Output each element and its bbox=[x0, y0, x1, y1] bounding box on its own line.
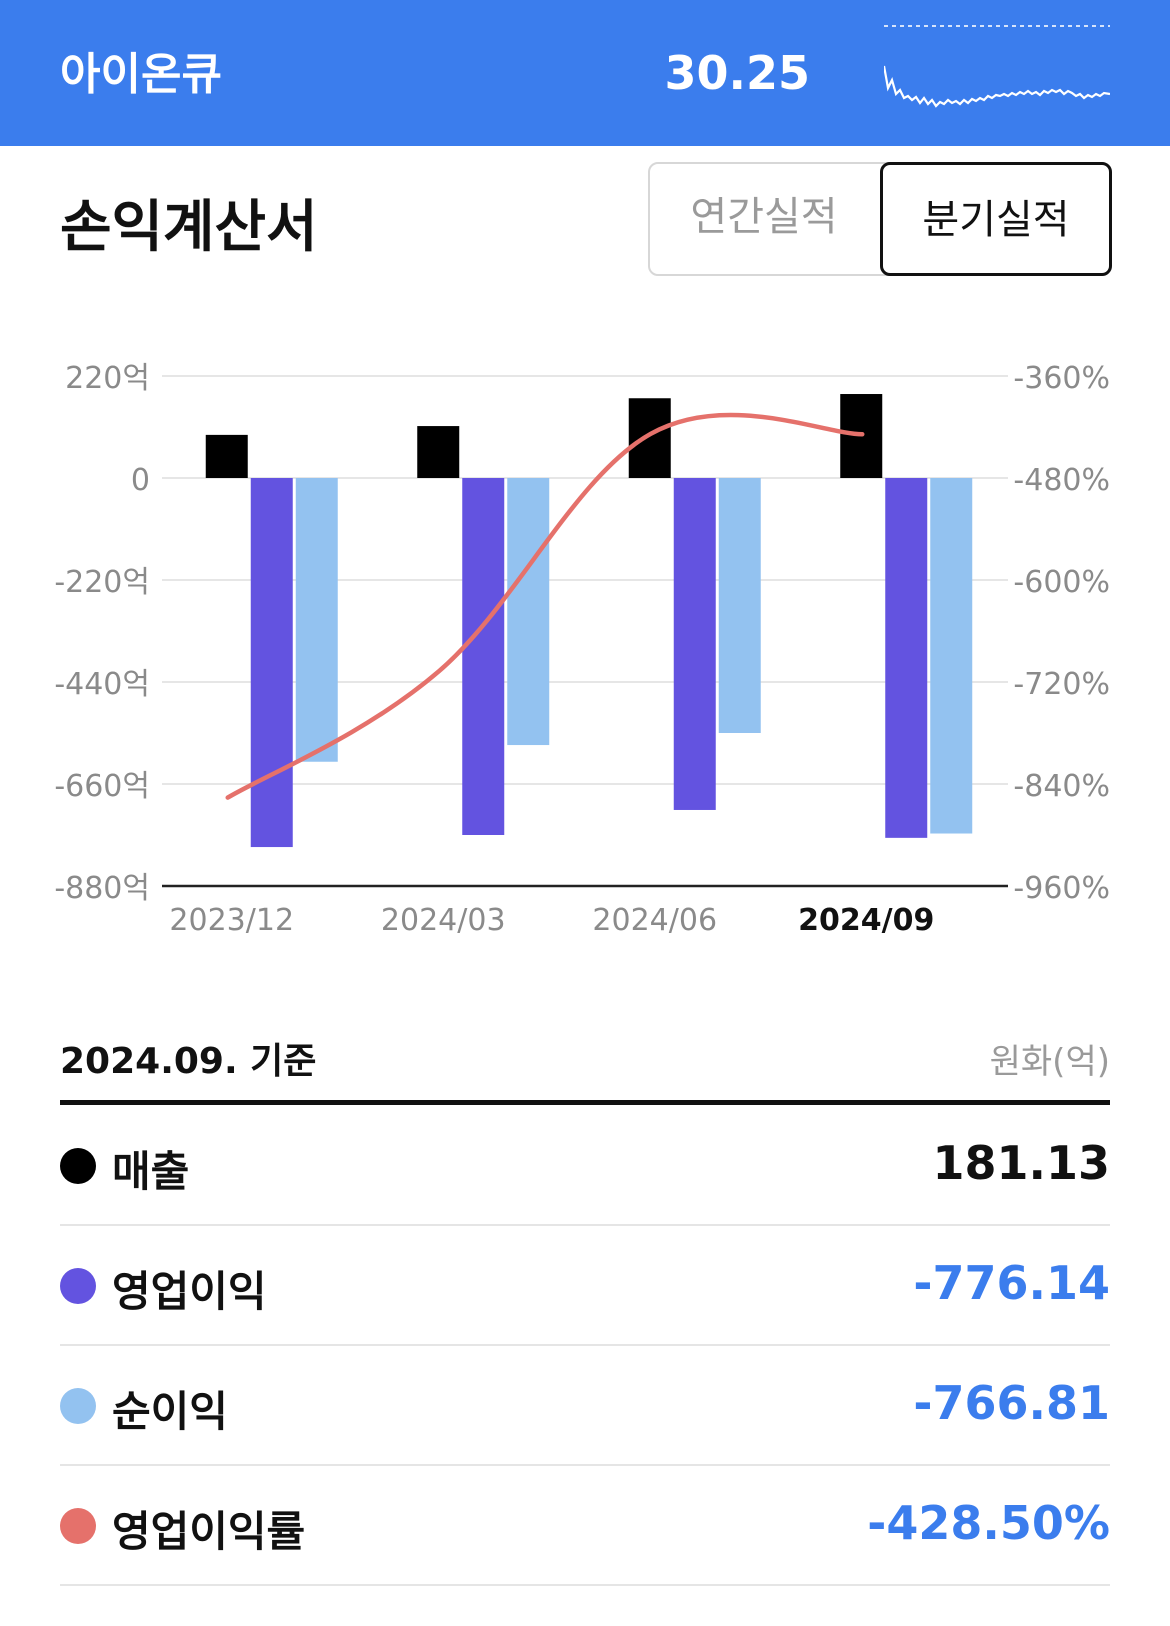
y-left-tick-label: -440억 bbox=[54, 667, 150, 702]
y-right-tick-label: -600% bbox=[1013, 565, 1110, 600]
operating-income-bar bbox=[673, 478, 716, 810]
summary-label: 매출 bbox=[112, 1147, 190, 1196]
summary-value: -766.81 bbox=[913, 1376, 1110, 1430]
summary-row-operating-income: 영업이익 -776.14 bbox=[60, 1226, 1110, 1346]
tab-quarterly[interactable]: 분기실적 bbox=[880, 162, 1112, 276]
legend-dot-net-income bbox=[60, 1388, 96, 1424]
revenue-bar bbox=[205, 434, 248, 478]
x-tick-label: 2024/06 bbox=[592, 903, 717, 938]
summary-value: -776.14 bbox=[913, 1256, 1110, 1310]
period-tabs: 연간실적 분기실적 bbox=[648, 162, 1112, 276]
y-left-tick-label: 220억 bbox=[65, 361, 150, 396]
stock-name[interactable]: 아이온큐 bbox=[60, 49, 222, 100]
stock-header: 아이온큐 30.25 bbox=[0, 0, 1170, 146]
net-income-bar bbox=[718, 478, 761, 733]
y-right-tick-label: -480% bbox=[1013, 463, 1110, 498]
x-tick-label: 2024/03 bbox=[381, 903, 506, 938]
net-income-bar bbox=[295, 478, 338, 762]
y-right-tick-label: -840% bbox=[1013, 769, 1110, 804]
summary-date: 2024.09. 기준 bbox=[60, 1041, 317, 1082]
y-right-tick-label: -960% bbox=[1013, 871, 1110, 906]
operating-income-bar bbox=[462, 478, 505, 835]
revenue-bar bbox=[628, 398, 671, 478]
legend-dot-revenue bbox=[60, 1148, 96, 1184]
summary-label: 순이익 bbox=[112, 1387, 228, 1436]
operating-income-bar bbox=[885, 478, 928, 838]
y-right-tick-label: -720% bbox=[1013, 667, 1110, 702]
net-income-bar bbox=[930, 478, 973, 834]
summary-row-net-income: 순이익 -766.81 bbox=[60, 1346, 1110, 1466]
x-tick-label: 2023/12 bbox=[169, 903, 294, 938]
summary-label: 영업이익 bbox=[112, 1267, 267, 1316]
legend-dot-operating-margin bbox=[60, 1508, 96, 1544]
price-sparkline bbox=[884, 25, 1110, 108]
revenue-bar bbox=[417, 426, 460, 478]
legend-dot-operating-income bbox=[60, 1268, 96, 1304]
stock-price: 30.25 bbox=[664, 46, 810, 100]
summary-row-operating-margin: 영업이익률 -428.50% bbox=[60, 1466, 1110, 1586]
operating-income-bar bbox=[250, 478, 293, 848]
income-statement-chart: 220억 -360% 0 -480% -220억 -600% -440억 -720% -660억… bbox=[54, 361, 1110, 938]
summary-value: -428.50% bbox=[867, 1496, 1110, 1550]
y-left-tick-label: -660억 bbox=[54, 769, 150, 804]
y-left-tick-label: -880억 bbox=[54, 871, 150, 906]
y-left-tick-label: -220억 bbox=[54, 565, 150, 600]
summary-value: 181.13 bbox=[932, 1136, 1110, 1190]
tab-annual[interactable]: 연간실적 bbox=[690, 194, 838, 240]
summary-divider bbox=[60, 1100, 1110, 1105]
section-title: 손익계산서 bbox=[60, 195, 318, 260]
summary-unit: 원화(억) bbox=[989, 1042, 1110, 1082]
net-income-bar bbox=[507, 478, 550, 746]
x-tick-label: 2024/09 bbox=[798, 903, 934, 938]
summary-label: 영업이익률 bbox=[112, 1507, 306, 1556]
summary-row-revenue: 매출 181.13 bbox=[60, 1106, 1110, 1226]
y-right-tick-label: -360% bbox=[1013, 361, 1110, 396]
y-left-tick-label: 0 bbox=[131, 463, 150, 498]
operating-margin-line bbox=[225, 412, 865, 800]
